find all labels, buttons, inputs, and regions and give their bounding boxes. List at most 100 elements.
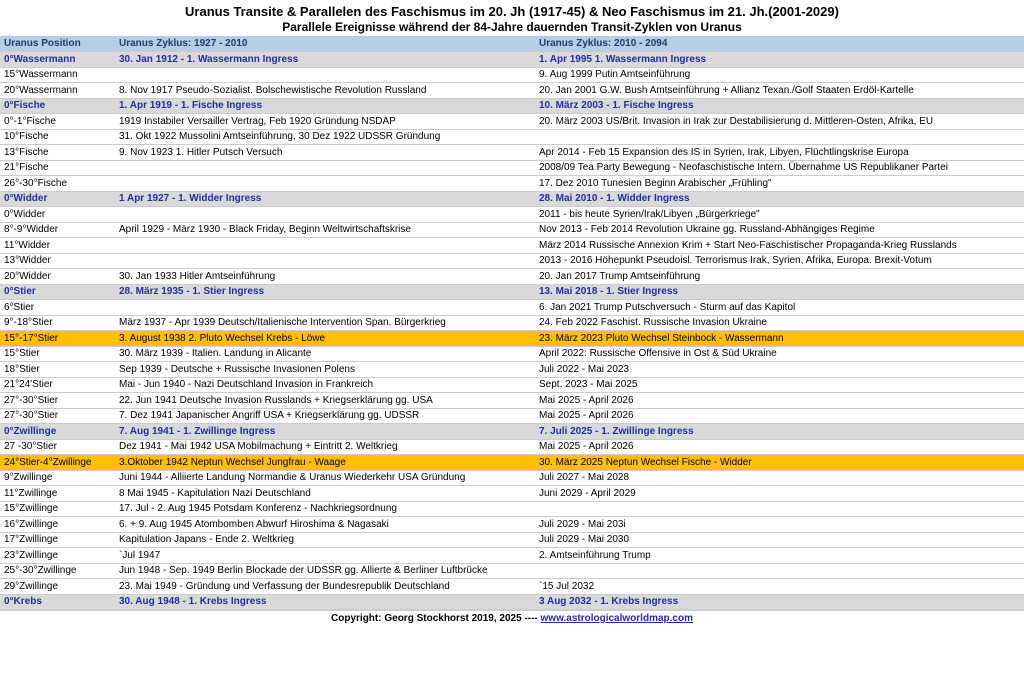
cell-cycle1 <box>115 253 535 269</box>
table-row: 0°-1°Fische1919 Instabiler Versailler Ve… <box>0 114 1024 130</box>
table-row: 13°Widder2013 - 2016 Höhepunkt Pseudoisl… <box>0 253 1024 269</box>
cell-cycle1 <box>115 160 535 176</box>
table-row: 27°-30°Stier22. Jun 1941 Deutsche Invasi… <box>0 393 1024 409</box>
cell-position: 8°-9°Widder <box>0 222 115 238</box>
cell-cycle1: 30. Aug 1948 - 1. Krebs Ingress <box>115 594 535 610</box>
cell-cycle2: 20. März 2003 US/Brit. Invasion in Irak … <box>535 114 1024 130</box>
table-row: 15°Zwillinge17. Jul - 2. Aug 1945 Potsda… <box>0 501 1024 517</box>
cell-position: 15°Wassermann <box>0 67 115 83</box>
cell-cycle1: Sep 1939 - Deutsche + Russische Invasion… <box>115 362 535 378</box>
cell-cycle1: 31. Okt 1922 Mussolini Amtseinführung, 3… <box>115 129 535 145</box>
cell-cycle2 <box>535 501 1024 517</box>
table-row: 9°ZwillingeJuni 1944 - Alliierte Landung… <box>0 470 1024 486</box>
cell-cycle2: 17. Dez 2010 Tunesien Beginn Arabischer … <box>535 176 1024 192</box>
cell-cycle1: 8. Nov 1917 Pseudo-Sozialist. Bolschewis… <box>115 83 535 99</box>
cell-position: 0°Krebs <box>0 594 115 610</box>
table-row: 20°Widder30. Jan 1933 Hitler Amtseinführ… <box>0 269 1024 285</box>
table-row: 15°Stier30. März 1939 - Italien. Landung… <box>0 346 1024 362</box>
table-row: 6°Stier6. Jan 2021 Trump Putschversuch -… <box>0 300 1024 316</box>
cell-cycle1: 3. August 1938 2. Pluto Wechsel Krebs - … <box>115 331 535 347</box>
table-row: 11°WidderMärz 2014 Russische Annexion Kr… <box>0 238 1024 254</box>
cell-position: 27 -30°Stier <box>0 439 115 455</box>
table-row: 0°Stier28. März 1935 - 1. Stier Ingress1… <box>0 284 1024 300</box>
cell-position: 16°Zwillinge <box>0 517 115 533</box>
cell-cycle2: 10. März 2003 - 1. Fische Ingress <box>535 98 1024 114</box>
cell-cycle2: 20. Jan 2017 Trump Amtseinführung <box>535 269 1024 285</box>
cell-cycle2: Juni 2029 - April 2029 <box>535 486 1024 502</box>
table-row: 27 -30°StierDez 1941 - Mai 1942 USA Mobi… <box>0 439 1024 455</box>
cell-position: 9°Zwillinge <box>0 470 115 486</box>
cell-cycle2: 20. Jan 2001 G.W. Bush Amtseinführung + … <box>535 83 1024 99</box>
table-row: 18°StierSep 1939 - Deutsche + Russische … <box>0 362 1024 378</box>
cell-cycle2 <box>535 129 1024 145</box>
table-row: 21°Fische2008/09 Tea Party Bewegung - Ne… <box>0 160 1024 176</box>
cell-cycle1: 30. März 1939 - Italien. Landung in Alic… <box>115 346 535 362</box>
table-row: 15°-17°Stier3. August 1938 2. Pluto Wech… <box>0 331 1024 347</box>
page-subtitle: Parallele Ereignisse während der 84-Jahr… <box>0 20 1024 36</box>
cell-position: 26°-30°Fische <box>0 176 115 192</box>
table-row: 8°-9°WidderApril 1929 - März 1930 - Blac… <box>0 222 1024 238</box>
cell-position: 0°Widder <box>0 191 115 207</box>
table-row: 13°Fische9. Nov 1923 1. Hitler Putsch Ve… <box>0 145 1024 161</box>
footer: Copyright: Georg Stockhorst 2019, 2025 -… <box>0 610 1024 626</box>
table-row: 9°-18°StierMärz 1937 - Apr 1939 Deutsch/… <box>0 315 1024 331</box>
cell-cycle1 <box>115 207 535 223</box>
cell-cycle2: Juli 2027 - Mai 2028 <box>535 470 1024 486</box>
cell-cycle2: 23. März 2023 Pluto Wechsel Steinbock - … <box>535 331 1024 347</box>
cell-position: 29°Zwillinge <box>0 579 115 595</box>
table-row: 29°Zwillinge23. Mai 1949 - Gründung und … <box>0 579 1024 595</box>
cell-cycle2: Mai 2025 - April 2026 <box>535 393 1024 409</box>
table-row: 0°Fische1. Apr 1919 - 1. Fische Ingress1… <box>0 98 1024 114</box>
cell-cycle1 <box>115 67 535 83</box>
table-row: 17°ZwillingeKapitulation Japans - Ende 2… <box>0 532 1024 548</box>
cell-position: 21°24'Stier <box>0 377 115 393</box>
cell-cycle2: 13. Mai 2018 - 1. Stier Ingress <box>535 284 1024 300</box>
table-row: 0°Widder2011 - bis heute Syrien/Irak/Lib… <box>0 207 1024 223</box>
cell-cycle1: `Jul 1947 <box>115 548 535 564</box>
cell-cycle1 <box>115 176 535 192</box>
cell-position: 10°Fische <box>0 129 115 145</box>
cell-cycle1: 17. Jul - 2. Aug 1945 Potsdam Konferenz … <box>115 501 535 517</box>
table-row: 24°Stier-4°Zwillinge3.Oktober 1942 Neptu… <box>0 455 1024 471</box>
table-row: 20°Wassermann8. Nov 1917 Pseudo-Sozialis… <box>0 83 1024 99</box>
cell-cycle1: April 1929 - März 1930 - Black Friday, B… <box>115 222 535 238</box>
cell-cycle2: 6. Jan 2021 Trump Putschversuch - Sturm … <box>535 300 1024 316</box>
cell-position: 20°Wassermann <box>0 83 115 99</box>
table-row: 0°Zwillinge7. Aug 1941 - 1. Zwillinge In… <box>0 424 1024 440</box>
cell-cycle2: 2. Amtseinführung Trump <box>535 548 1024 564</box>
cell-position: 23°Zwillinge <box>0 548 115 564</box>
cell-cycle1: 30. Jan 1912 - 1. Wassermann Ingress <box>115 52 535 68</box>
table-row: 23°Zwillinge`Jul 19472. Amtseinführung T… <box>0 548 1024 564</box>
cell-cycle1: 7. Aug 1941 - 1. Zwillinge Ingress <box>115 424 535 440</box>
cell-cycle2: 2008/09 Tea Party Bewegung - Neofaschist… <box>535 160 1024 176</box>
col-header-cycle1: Uranus Zyklus: 1927 - 2010 <box>115 36 535 52</box>
cell-cycle2: April 2022: Russische Offensive in Ost &… <box>535 346 1024 362</box>
footer-text: Copyright: Georg Stockhorst 2019, 2025 -… <box>331 613 541 624</box>
cell-cycle2: 30. März 2025 Neptun Wechsel Fische - Wi… <box>535 455 1024 471</box>
col-header-position: Uranus Position <box>0 36 115 52</box>
cell-position: 11°Zwillinge <box>0 486 115 502</box>
cell-cycle1: 9. Nov 1923 1. Hitler Putsch Versuch <box>115 145 535 161</box>
cell-cycle2: 2013 - 2016 Höhepunkt Pseudoisl. Terrori… <box>535 253 1024 269</box>
cell-position: 18°Stier <box>0 362 115 378</box>
cell-position: 0°Wassermann <box>0 52 115 68</box>
cell-cycle1: 28. März 1935 - 1. Stier Ingress <box>115 284 535 300</box>
cell-cycle1: 6. + 9. Aug 1945 Atombomben Abwurf Hiros… <box>115 517 535 533</box>
cell-cycle2: 28. Mai 2010 - 1. Widder Ingress <box>535 191 1024 207</box>
table-row: 15°Wassermann9. Aug 1999 Putin Amtseinfü… <box>0 67 1024 83</box>
table-row: 0°Wassermann30. Jan 1912 - 1. Wassermann… <box>0 52 1024 68</box>
cell-cycle1: 1919 Instabiler Versailler Vertrag, Feb … <box>115 114 535 130</box>
cell-cycle2: Mai 2025 - April 2026 <box>535 408 1024 424</box>
cell-cycle2: 7. Juli 2025 - 1. Zwillinge Ingress <box>535 424 1024 440</box>
footer-link[interactable]: www.astrologicalworldmap.com <box>541 613 693 624</box>
cell-cycle2: 24. Feb 2022 Faschist. Russische Invasio… <box>535 315 1024 331</box>
cell-cycle1: 7. Dez 1941 Japanischer Angriff USA + Kr… <box>115 408 535 424</box>
cell-cycle2: 2011 - bis heute Syrien/Irak/Libyen „Bür… <box>535 207 1024 223</box>
cell-position: 24°Stier-4°Zwillinge <box>0 455 115 471</box>
cell-cycle1: 30. Jan 1933 Hitler Amtseinführung <box>115 269 535 285</box>
cell-cycle1: Mai - Jun 1940 - Nazi Deutschland Invasi… <box>115 377 535 393</box>
cell-cycle2: Sept. 2023 - Mai 2025 <box>535 377 1024 393</box>
cell-position: 13°Fische <box>0 145 115 161</box>
cell-position: 27°-30°Stier <box>0 393 115 409</box>
table-row: 21°24'StierMai - Jun 1940 - Nazi Deutsch… <box>0 377 1024 393</box>
